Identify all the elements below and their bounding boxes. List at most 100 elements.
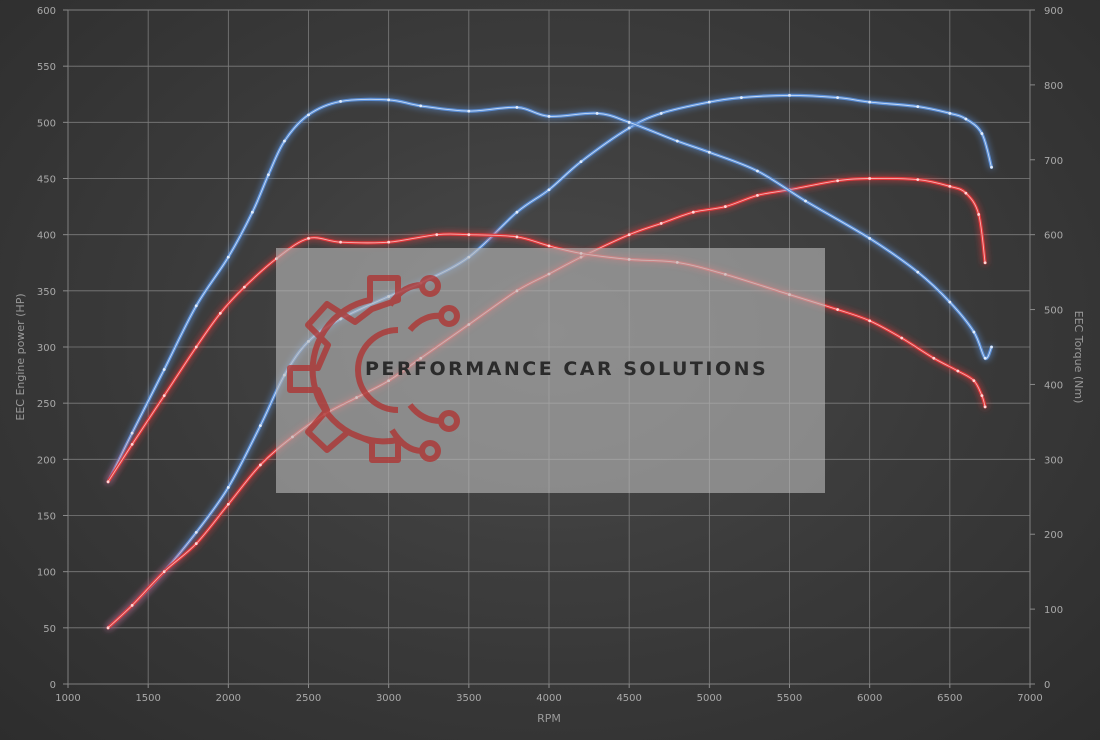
data-point (267, 173, 270, 177)
x-axis-title: RPM (537, 712, 561, 725)
data-point (194, 304, 198, 308)
data-point (990, 165, 993, 169)
data-point (467, 233, 471, 237)
data-point (339, 240, 342, 244)
y-right-tick-label: 400 (1044, 380, 1063, 391)
data-point (980, 394, 984, 398)
data-point (916, 270, 920, 274)
y-left-tick-label: 500 (37, 118, 56, 129)
data-point (868, 177, 872, 180)
data-point (977, 213, 981, 216)
x-tick-label: 6000 (857, 693, 882, 704)
data-point (868, 100, 872, 104)
data-point (972, 330, 976, 334)
data-point (836, 179, 839, 183)
data-point (106, 626, 110, 630)
x-tick-label: 6500 (937, 693, 962, 704)
x-tick-label: 4500 (616, 693, 641, 704)
data-point (627, 120, 631, 124)
x-tick-label: 2000 (216, 693, 241, 704)
y-right-tick-label: 200 (1044, 530, 1063, 541)
data-point (983, 405, 987, 409)
data-point (339, 99, 342, 103)
data-point (130, 442, 134, 446)
data-point (948, 111, 952, 115)
x-tick-label: 5000 (697, 693, 722, 704)
data-point (387, 98, 391, 102)
data-point (130, 431, 134, 435)
data-point (387, 240, 391, 244)
data-point (659, 111, 663, 115)
x-tick-label: 5500 (777, 693, 802, 704)
data-point (980, 132, 984, 135)
data-point (259, 424, 262, 428)
data-point (691, 210, 695, 214)
data-point (756, 193, 759, 197)
data-point (515, 105, 519, 109)
y-right-tick-label: 600 (1044, 231, 1063, 242)
gear-circuit-logo (287, 275, 460, 463)
data-point (259, 463, 262, 467)
data-point (740, 96, 743, 100)
data-point (595, 111, 599, 115)
y-left-tick-label: 350 (37, 287, 56, 298)
data-point (579, 160, 583, 164)
data-point (162, 368, 166, 371)
data-point (707, 150, 711, 154)
data-point (627, 126, 631, 130)
y-left-tick-label: 300 (37, 343, 56, 354)
x-tick-label: 4000 (536, 693, 561, 704)
data-point (515, 235, 519, 239)
data-point (130, 603, 134, 607)
watermark-brand: PERFORMANCE CAR SOLUTIONS (365, 358, 768, 380)
series-power-tuned (106, 93, 994, 630)
data-point (250, 210, 254, 214)
data-point (218, 311, 222, 315)
x-tick-label: 1500 (135, 693, 160, 704)
data-point (836, 308, 839, 311)
data-point (307, 237, 310, 240)
y-left-tick-label: 200 (37, 455, 56, 466)
data-point (162, 570, 166, 574)
y-right-tick-label: 500 (1044, 306, 1063, 317)
y-right-tick-label: 100 (1044, 605, 1063, 616)
data-point (307, 113, 310, 117)
watermark: PERFORMANCE CAR SOLUTIONS (276, 248, 825, 493)
data-point (547, 114, 551, 118)
y-left-tick-label: 100 (37, 568, 56, 579)
data-point (194, 530, 198, 534)
data-point (964, 191, 968, 195)
data-point (659, 222, 663, 225)
data-point (242, 285, 246, 289)
y-left-tick-label: 550 (37, 62, 56, 73)
x-tick-label: 2500 (296, 693, 321, 704)
y-left-tick-label: 150 (37, 512, 56, 523)
data-point (723, 205, 727, 208)
y-left-axis-title: EEC Engine power (HP) (14, 293, 27, 420)
data-point (419, 104, 423, 108)
y-left-tick-label: 250 (37, 399, 56, 410)
data-point (547, 244, 551, 248)
data-point (675, 139, 679, 143)
x-tick-label: 3000 (376, 693, 401, 704)
y-right-tick-label: 700 (1044, 156, 1063, 167)
y-left-tick-label: 400 (37, 231, 56, 242)
data-point (515, 210, 519, 214)
data-point (106, 480, 110, 484)
data-point (972, 379, 976, 383)
data-point (900, 336, 904, 340)
y-left-tick-label: 0 (50, 680, 56, 691)
data-point (804, 199, 807, 203)
y-right-axis-title: EEC Torque (Nm) (1072, 311, 1085, 404)
data-point (467, 109, 471, 113)
y-left-tick-label: 450 (37, 175, 56, 186)
x-tick-label: 7000 (1017, 693, 1042, 704)
data-point (956, 369, 960, 373)
y-left-tick-label: 600 (37, 6, 56, 17)
data-point (983, 356, 987, 360)
series-layer (106, 93, 994, 630)
data-point (627, 233, 631, 237)
y-right-tick-label: 300 (1044, 455, 1063, 466)
data-point (868, 319, 872, 323)
